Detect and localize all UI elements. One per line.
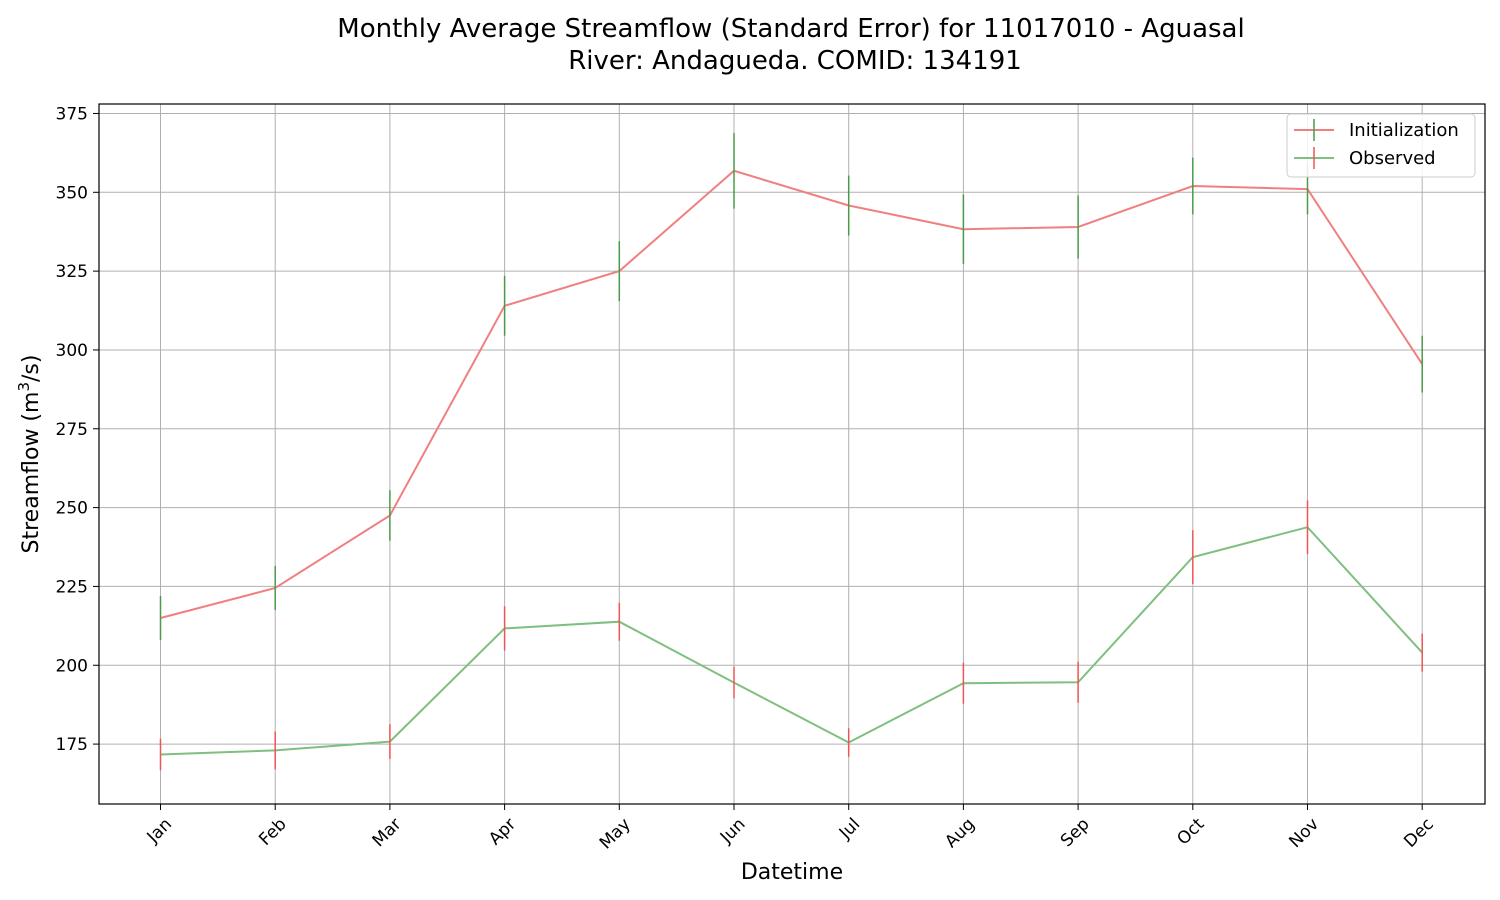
y-tick-label: 300 [56, 341, 88, 361]
x-tick-label: Jul [835, 814, 864, 843]
grid-lines [99, 104, 1485, 804]
x-tick-label: Sep [1057, 814, 1094, 851]
x-tick-label: May [596, 814, 635, 853]
y-tick-label: 275 [56, 420, 88, 440]
x-axis-label: Datetime [741, 860, 843, 885]
x-tick-label: Dec [1400, 814, 1437, 851]
x-tick-label: Oct [1173, 814, 1208, 849]
x-tick-label: Nov [1285, 814, 1323, 852]
x-tick-label: Aug [941, 814, 979, 852]
plot-area-frame [98, 103, 1486, 805]
series-line-initialization [160, 169, 1424, 619]
y-tick-label: 200 [56, 656, 88, 676]
x-tick-label: Jun [716, 814, 750, 848]
y-tick-label: 375 [56, 104, 88, 124]
y-tick-label: 175 [56, 735, 88, 755]
series-layer [159, 133, 1424, 771]
x-tick-label: Jan [143, 814, 176, 847]
y-tick-label: 350 [56, 183, 88, 203]
y-tick-label: 325 [56, 262, 88, 282]
series-line-observed [160, 526, 1423, 756]
y-axis-label: Streamflow (m3/s) [15, 355, 44, 554]
y-tick-label: 225 [56, 577, 88, 597]
x-tick-label: Apr [485, 814, 520, 849]
chart-title-line1: Monthly Average Streamflow (Standard Err… [337, 14, 1244, 44]
y-axis-ticks: 175 200 225 250 275 300 325 350 375 [56, 104, 99, 755]
legend: Initialization Observed [1286, 113, 1476, 178]
x-tick-label: Mar [369, 814, 406, 851]
y-tick-label: 250 [56, 499, 88, 519]
x-axis-ticks: Jan Feb Mar Apr May Jun Jul Aug Sep Oct Nov Dec [143, 804, 1438, 853]
legend-label-initialization: Initialization [1349, 120, 1459, 141]
x-tick-label: Feb [255, 814, 290, 849]
chart-title-line2: River: Andagueda. COMID: 134191 [568, 46, 1022, 76]
legend-label-observed: Observed [1349, 148, 1436, 169]
